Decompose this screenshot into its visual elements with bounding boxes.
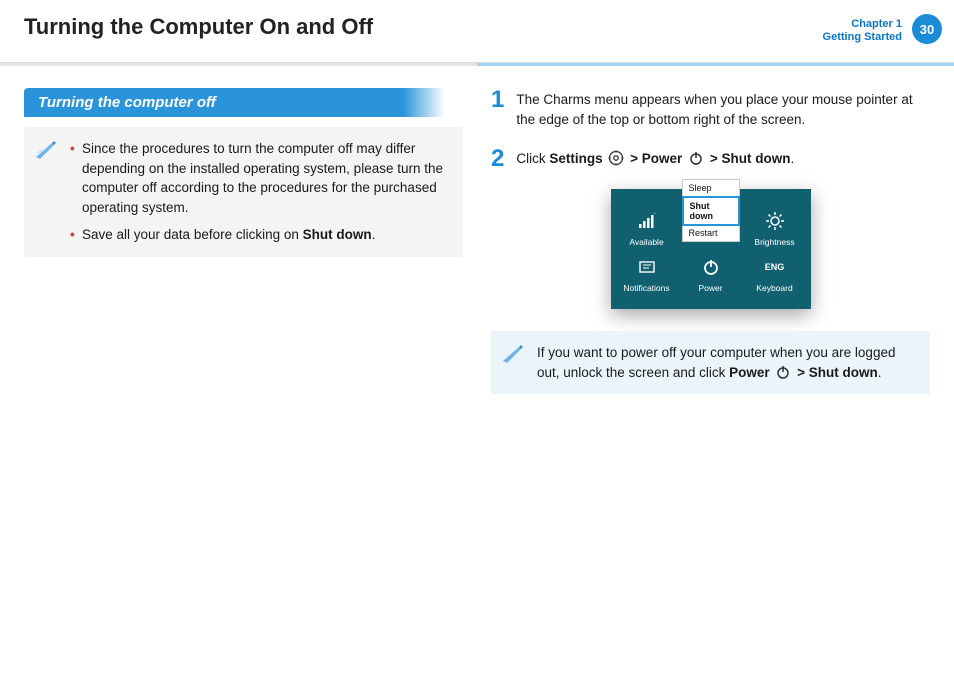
page-header: Turning the Computer On and Off Chapter … [0,0,954,56]
chapter-name: Getting Started [823,31,902,44]
network-icon: * [631,207,663,235]
step-1: 1 The Charms menu appears when you place… [491,88,930,129]
settings-icon [608,150,624,166]
power-tile-icon [695,253,727,281]
step-2-number: 2 [491,147,504,171]
step-1-text: The Charms menu appears when you place y… [516,88,930,129]
power-icon [775,364,791,380]
power-option-shutdown[interactable]: Shut down [682,196,740,226]
keyboard-lang-badge: ENG [759,253,791,281]
svg-text:*: * [654,213,657,218]
power-option-sleep[interactable]: Sleep [683,180,739,197]
note-icon [34,139,58,161]
step-1-number: 1 [491,88,504,129]
brightness-icon [759,207,791,235]
tile-notifications[interactable]: Notifications [619,253,675,293]
note-box-procedures: Since the procedures to turn the compute… [24,127,463,257]
charms-panel-illustration: Sleep Shut down Restart * Available [491,189,930,309]
step-2-text: Click Settings > Power > Shut down. [516,147,794,171]
tile-keyboard[interactable]: ENG Keyboard [747,253,803,293]
step-2: 2 Click Settings > Power > Shut down. [491,147,930,171]
chapter-number: Chapter 1 [823,18,902,31]
left-column: Turning the computer off Since the proce… [24,88,463,394]
tile-available[interactable]: * Available [619,207,675,247]
note-box-loggedout: If you want to power off your computer w… [491,331,930,394]
note-item-2: Save all your data before clicking on Sh… [70,225,449,245]
note-item-1: Since the procedures to turn the compute… [70,139,449,217]
tile-power[interactable]: Power [683,253,739,293]
power-icon [688,150,704,166]
page-number-badge: 30 [912,14,942,44]
note-icon [501,343,525,365]
chapter-label: Chapter 1 Getting Started [823,18,902,44]
page-title: Turning the Computer On and Off [24,14,930,40]
notifications-icon [631,253,663,281]
section-heading: Turning the computer off [24,88,445,117]
tile-brightness[interactable]: Brightness [747,207,803,247]
power-option-restart[interactable]: Restart [683,225,739,241]
power-popup: Sleep Shut down Restart [682,179,740,242]
right-column: 1 The Charms menu appears when you place… [491,88,930,394]
charms-panel: Sleep Shut down Restart * Available [611,189,811,309]
